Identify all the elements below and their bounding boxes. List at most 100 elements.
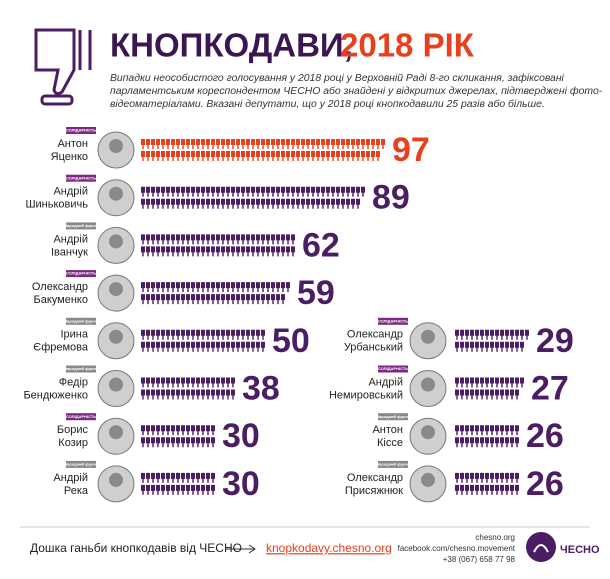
first-name: Андрій (53, 472, 88, 484)
thumb-icon (211, 294, 215, 305)
thumb-icon (316, 139, 320, 149)
thumb-icon (146, 389, 150, 400)
footer-link[interactable]: knopkodavy.chesno.org (266, 541, 392, 555)
thumb-icon (495, 472, 499, 483)
contact: +38 (067) 658 77 98 (443, 555, 516, 564)
thumb-icon (460, 329, 464, 340)
thumb-icon (236, 341, 240, 352)
thumb-icon (186, 329, 190, 340)
party: СОЛІДАРНІСТЬ (66, 175, 96, 180)
thumb-icon (291, 151, 295, 161)
thumb-icon (490, 437, 494, 448)
thumb-icon (510, 377, 514, 388)
thumb-icon (251, 282, 255, 293)
party: СОЛІДАРНІСТЬ (378, 318, 408, 323)
pictogram (455, 377, 524, 400)
thumb-icon (156, 341, 160, 352)
party-logo (66, 365, 96, 373)
thumb-icon (206, 282, 210, 293)
thumb-icon (191, 484, 195, 495)
thumb-icon (465, 484, 469, 495)
thumb-icon (166, 389, 170, 400)
thumb-icon (196, 389, 200, 400)
thumb-icon (176, 377, 180, 388)
thumb-icon (505, 425, 509, 436)
thumb-icon (206, 377, 210, 388)
thumb-icon (480, 425, 484, 436)
thumb-icon (216, 294, 220, 305)
thumb-icon (146, 484, 150, 495)
thumb-icon (201, 139, 205, 149)
thumb-icon (221, 198, 225, 209)
thumb-icon (261, 234, 265, 245)
thumb-icon (460, 472, 464, 483)
thumb-icon (321, 198, 325, 209)
photo-head (421, 377, 435, 392)
thumb-icon (186, 437, 190, 448)
thumb-icon (181, 329, 185, 340)
thumb-icon (151, 377, 155, 388)
thumb-icon (221, 234, 225, 245)
thumb-icon (276, 234, 280, 245)
thumb-icon (251, 246, 255, 257)
thumb-icon (361, 151, 365, 161)
count: 89 (372, 179, 410, 217)
first-name: Олександр (347, 329, 403, 341)
thumb-icon (480, 341, 484, 352)
thumb-icon (256, 151, 260, 161)
thumb-icon (480, 389, 484, 400)
thumb-icon (176, 329, 180, 340)
thumb-icon (226, 246, 230, 257)
photo-head (421, 472, 435, 487)
thumb-icon (256, 198, 260, 209)
thumb-icon (346, 186, 350, 197)
thumb-icon (500, 389, 504, 400)
description: відеоматеріалами. Вказані депутати, що у… (110, 98, 545, 110)
thumb-icon (510, 437, 514, 448)
thumb-icon (216, 329, 220, 340)
thumb-icon (490, 341, 494, 352)
thumb-icon (201, 484, 205, 495)
thumb-icon (266, 294, 270, 305)
thumb-icon (191, 151, 195, 161)
thumb-icon (171, 484, 175, 495)
thumb-icon (261, 294, 265, 305)
thumb-icon (181, 437, 185, 448)
thumb-icon (161, 282, 165, 293)
thumb-icon (166, 151, 170, 161)
thumb-icon (171, 282, 175, 293)
thumb-icon (510, 341, 514, 352)
thumb-icon (221, 377, 225, 388)
thumb-icon (515, 472, 519, 483)
thumb-icon (211, 472, 215, 483)
thumb-icon (216, 341, 220, 352)
thumb-icon (181, 472, 185, 483)
last-name: Бендюженко (23, 389, 88, 401)
thumb-icon (286, 282, 290, 293)
thumb-icon (206, 294, 210, 305)
thumb-icon (346, 151, 350, 161)
thumb-icon (266, 186, 270, 197)
thumb-icon (146, 246, 150, 257)
logo-mark (533, 544, 549, 553)
thumb-icon (326, 151, 330, 161)
thumb-icon (201, 282, 205, 293)
thumb-icon (186, 234, 190, 245)
thumb-icon (151, 294, 155, 305)
thumb-icon (510, 389, 514, 400)
thumb-icon (460, 484, 464, 495)
thumb-icon (470, 437, 474, 448)
thumb-icon (336, 186, 340, 197)
thumb-icon (351, 151, 355, 161)
thumb-icon (371, 139, 375, 149)
thumb-icon (271, 294, 275, 305)
thumb-icon (455, 377, 459, 388)
thumb-icon (381, 139, 385, 149)
thumb-icon (505, 377, 509, 388)
thumb-icon (366, 139, 370, 149)
thumb-icon (470, 377, 474, 388)
thumb-icon (500, 341, 504, 352)
thumb-icon (161, 341, 165, 352)
thumb-icon (256, 234, 260, 245)
